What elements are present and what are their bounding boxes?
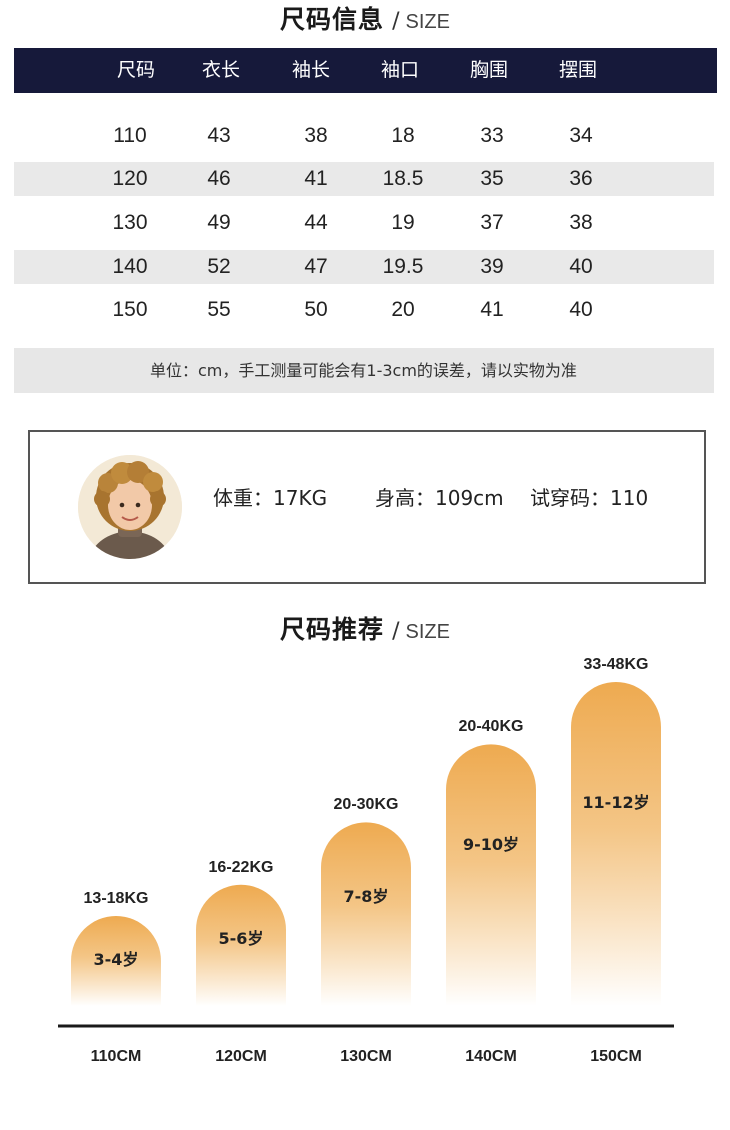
title-slash: / <box>392 619 400 644</box>
cell-size: 140 <box>112 255 148 278</box>
cell-size: 110 <box>113 124 147 147</box>
x-tick-label: 150CM <box>590 1048 642 1065</box>
header-length: 衣长 <box>201 59 240 81</box>
weight-label: 33-48KG <box>583 656 649 673</box>
cell-hem: 40 <box>569 255 593 278</box>
size-table-header: 尺码 衣长 袖长 袖口 胸围 摆围 <box>14 48 717 93</box>
cell-sleeve: 50 <box>304 298 328 321</box>
model-try-size: 试穿码：110 <box>530 486 649 510</box>
model-weight: 体重：17KG <box>213 486 328 510</box>
cell-sleeve: 44 <box>304 211 328 234</box>
title-slash: / <box>392 9 400 34</box>
size-recommend-chart: 13-18KG 3-4岁 110CM 16-22KG 5-6岁 120CM 20-30KG 7… <box>0 650 730 1070</box>
cell-length: 49 <box>207 211 231 234</box>
table-row: 140 52 47 19.5 39 40 <box>14 250 714 284</box>
model-avatar <box>78 455 182 559</box>
measurement-note-text: 单位：cm，手工测量可能会有1-3cm的误差，请以实物为准 <box>150 361 577 380</box>
size-bar-140cm <box>446 744 536 1006</box>
size-bar-110cm <box>71 916 161 1006</box>
weight-label: 20-30KG <box>333 796 399 814</box>
age-label: 7-8岁 <box>343 886 389 906</box>
x-tick-label: 140CM <box>465 1048 517 1065</box>
header-chest: 胸围 <box>469 59 508 81</box>
measurement-note: 单位：cm，手工测量可能会有1-3cm的误差，请以实物为准 <box>14 348 714 393</box>
weight-label: 20-40KG <box>458 718 524 736</box>
table-row: 110 43 38 18 33 34 <box>14 119 714 153</box>
x-tick-label: 110CM <box>90 1048 142 1065</box>
cell-length: 46 <box>207 167 231 190</box>
cell-chest: 41 <box>480 298 504 321</box>
child-portrait-icon <box>78 455 182 559</box>
cell-sleeve: 47 <box>304 255 328 278</box>
cell-length: 43 <box>207 124 231 147</box>
recommend-title-en: SIZE <box>405 621 450 643</box>
size-info-title: 尺码信息 / SIZE <box>0 0 730 36</box>
cell-size: 130 <box>112 211 148 234</box>
cell-sleeve: 41 <box>304 167 328 190</box>
age-label: 5-6岁 <box>218 928 264 948</box>
size-bar-130cm <box>321 822 411 1006</box>
model-height: 身高：109cm <box>375 486 504 510</box>
weight-label: 13-18KG <box>83 890 149 907</box>
cell-hem: 34 <box>569 124 593 147</box>
weight-label: 16-22KG <box>208 858 274 876</box>
table-row: 120 46 41 18.5 35 36 <box>14 162 714 196</box>
cell-size: 120 <box>112 167 148 190</box>
recommend-title: 尺码推荐 / SIZE <box>0 610 730 646</box>
table-row: 150 55 50 20 41 40 <box>14 293 714 327</box>
cell-sleeve: 38 <box>304 124 328 147</box>
cell-cuff: 18 <box>391 124 415 147</box>
table-row: 130 49 44 19 37 38 <box>14 206 714 240</box>
size-bar-150cm <box>571 682 661 1006</box>
fit-model-card: 体重：17KG 身高：109cm 试穿码：110 <box>28 430 706 584</box>
cell-size: 150 <box>112 298 148 321</box>
chart-svg <box>58 682 674 1028</box>
cell-cuff: 20 <box>391 298 415 321</box>
age-label: 3-4岁 <box>93 949 139 969</box>
size-info-title-en: SIZE <box>405 11 450 33</box>
header-size: 尺码 <box>116 59 155 81</box>
cell-chest: 33 <box>480 124 504 147</box>
header-hem: 摆围 <box>558 59 597 81</box>
cell-hem: 40 <box>569 298 593 321</box>
header-cuff: 袖口 <box>380 59 419 81</box>
cell-cuff: 19.5 <box>382 255 424 278</box>
x-tick-label: 130CM <box>340 1048 392 1065</box>
age-label: 9-10岁 <box>462 834 520 854</box>
cell-hem: 38 <box>569 211 593 234</box>
cell-length: 52 <box>207 255 231 278</box>
size-info-title-cn: 尺码信息 <box>280 5 385 34</box>
cell-chest: 37 <box>480 211 504 234</box>
recommend-title-cn: 尺码推荐 <box>280 615 385 644</box>
header-sleeve: 袖长 <box>291 59 330 81</box>
cell-cuff: 19 <box>391 211 415 234</box>
cell-cuff: 18.5 <box>382 167 424 190</box>
cell-length: 55 <box>207 298 231 321</box>
cell-chest: 39 <box>480 255 504 278</box>
cell-chest: 35 <box>480 167 504 190</box>
size-bar-120cm <box>196 884 286 1006</box>
cell-hem: 36 <box>569 167 593 190</box>
age-label: 11-12岁 <box>582 792 650 812</box>
x-tick-label: 120CM <box>215 1048 267 1065</box>
